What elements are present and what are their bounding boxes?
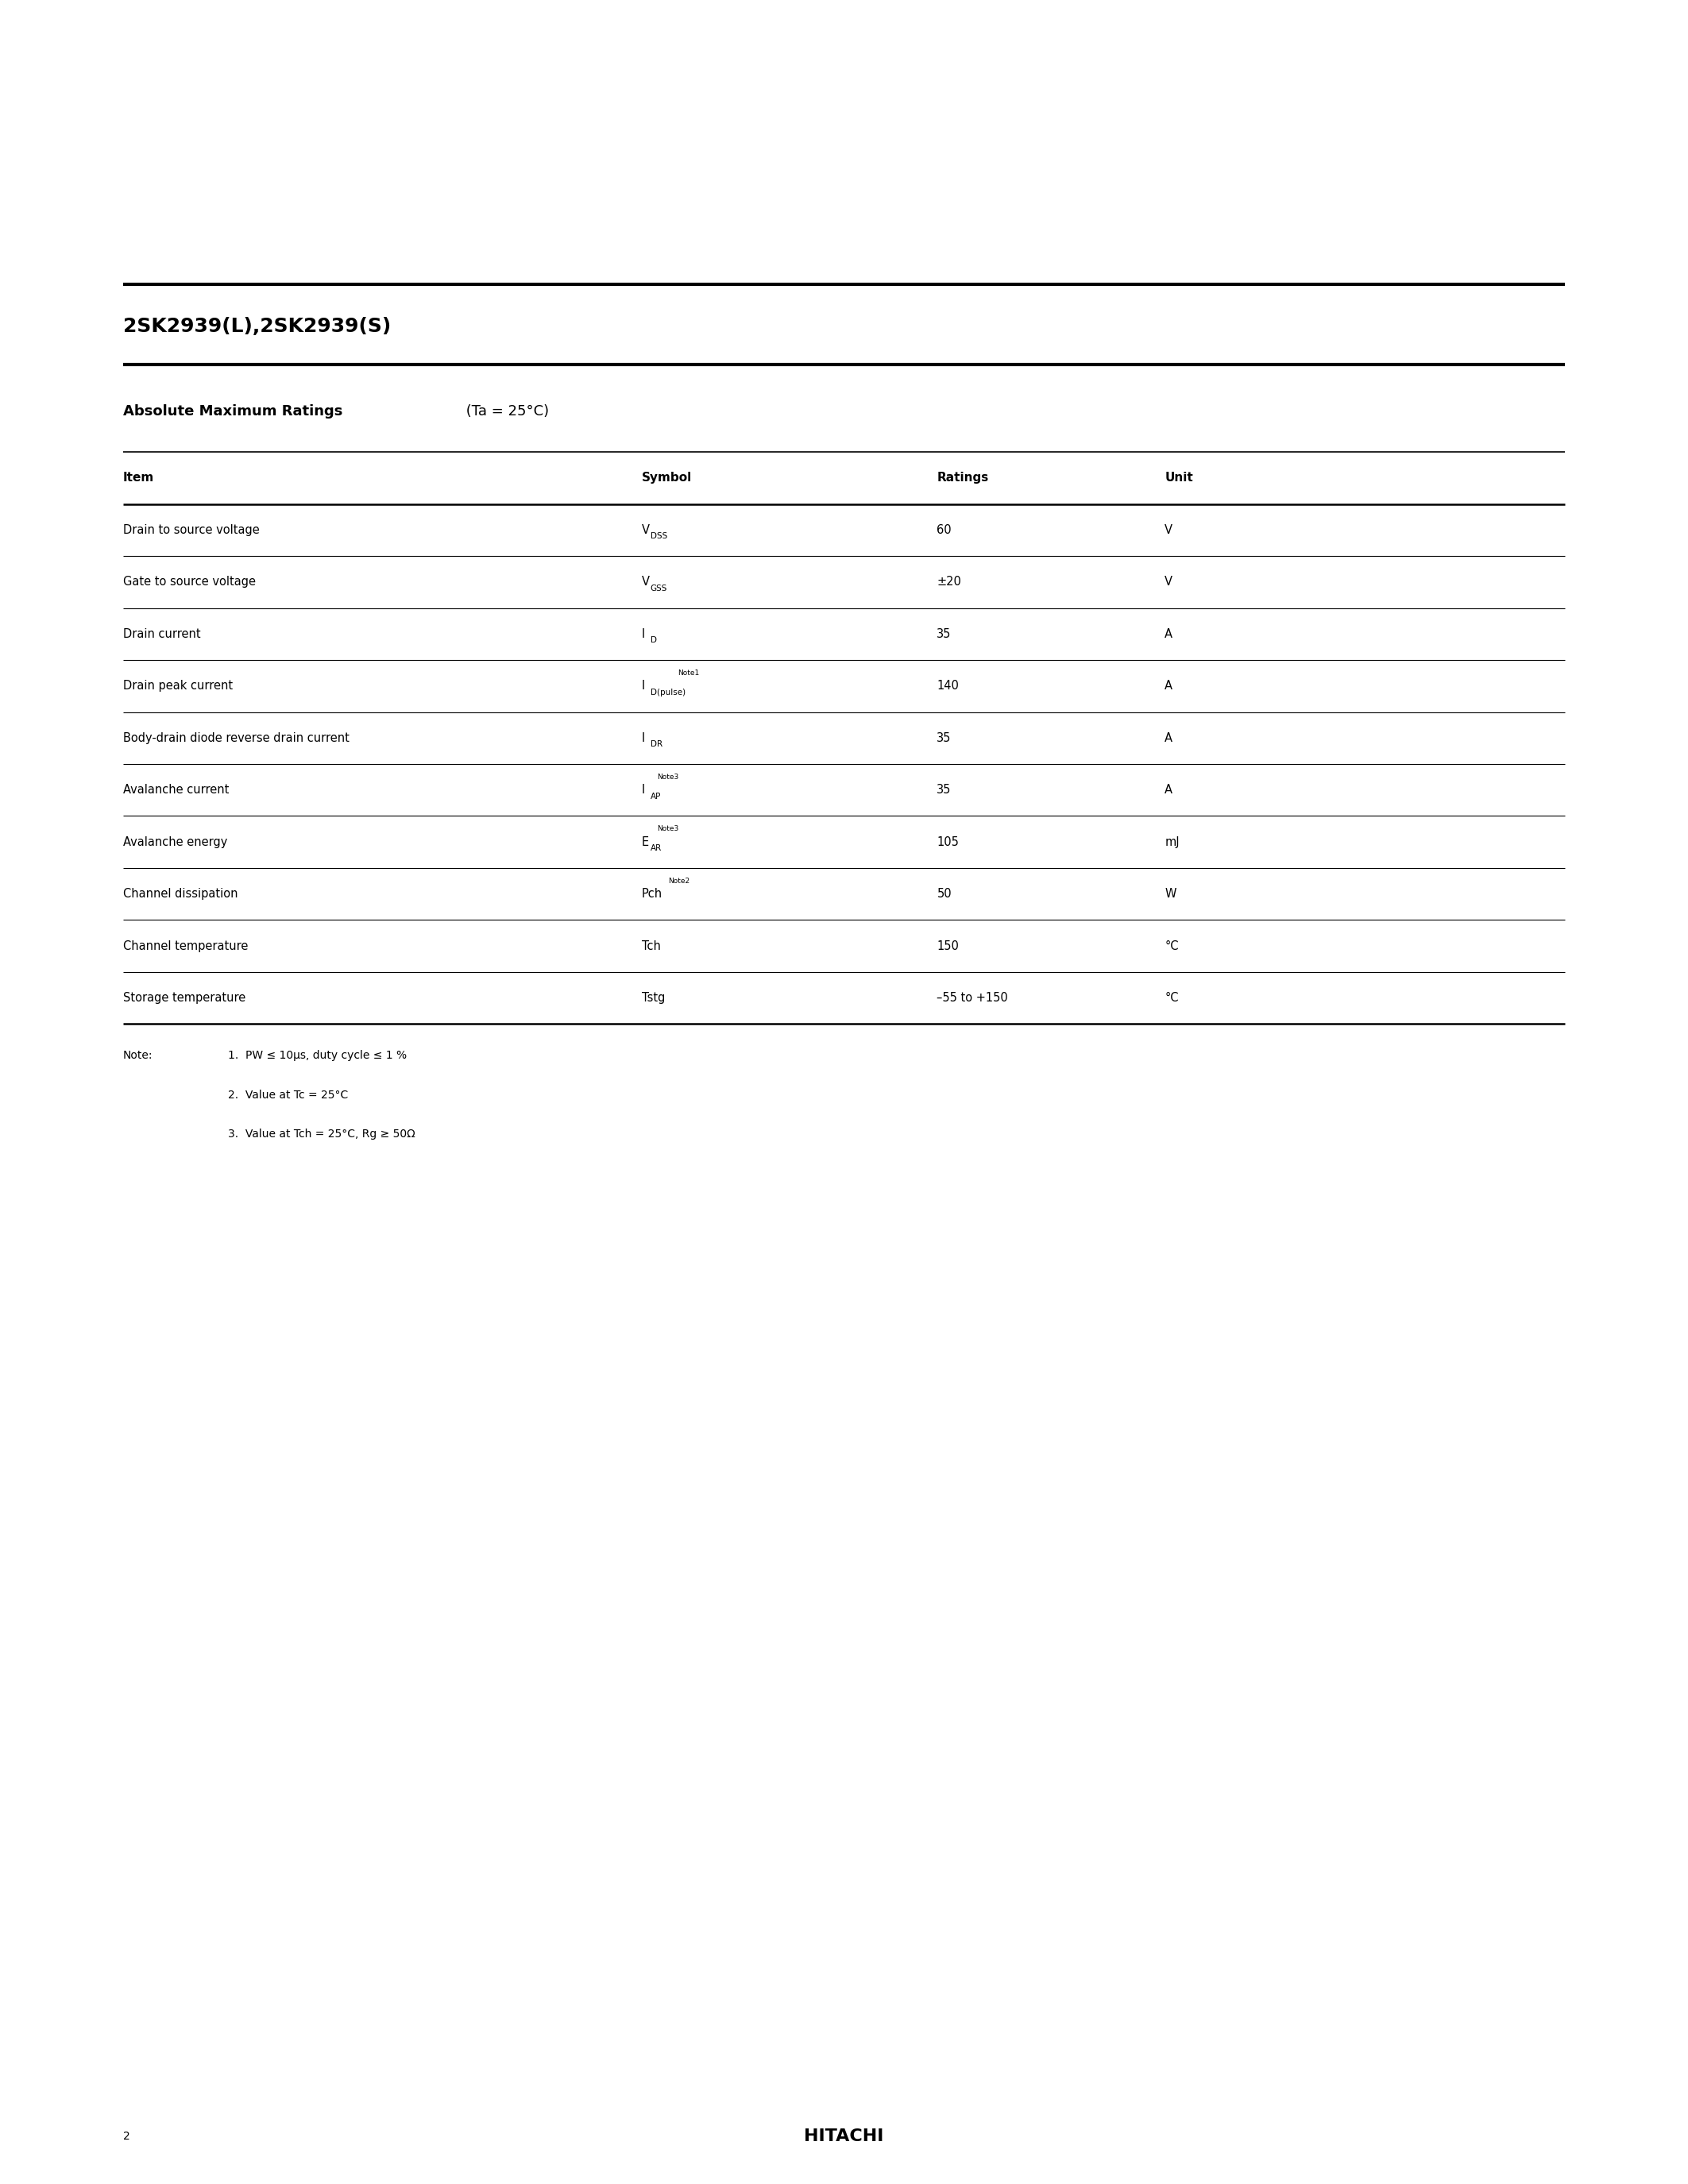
Text: I: I [641, 732, 645, 745]
Text: 35: 35 [937, 629, 952, 640]
Text: Tch: Tch [641, 939, 660, 952]
Text: A: A [1165, 679, 1173, 692]
Text: 35: 35 [937, 784, 952, 795]
Text: V: V [1165, 524, 1173, 535]
Text: AR: AR [650, 845, 662, 852]
Text: Note:: Note: [123, 1051, 154, 1061]
Text: 35: 35 [937, 732, 952, 745]
Text: A: A [1165, 629, 1173, 640]
Text: V: V [641, 524, 650, 535]
Text: Storage temperature: Storage temperature [123, 992, 246, 1005]
Text: Drain peak current: Drain peak current [123, 679, 233, 692]
Text: I: I [641, 784, 645, 795]
Text: Pch: Pch [641, 889, 662, 900]
Text: AP: AP [650, 793, 660, 799]
Text: Tstg: Tstg [641, 992, 665, 1005]
Text: Channel dissipation: Channel dissipation [123, 889, 238, 900]
Text: 2: 2 [123, 2129, 130, 2143]
Text: Body-drain diode reverse drain current: Body-drain diode reverse drain current [123, 732, 349, 745]
Text: D: D [650, 636, 657, 644]
Text: Drain current: Drain current [123, 629, 201, 640]
Text: V: V [1165, 577, 1173, 587]
Text: 60: 60 [937, 524, 952, 535]
Text: 3.  Value at Tch = 25°C, Rg ≥ 50Ω: 3. Value at Tch = 25°C, Rg ≥ 50Ω [228, 1129, 415, 1140]
Text: Note3: Note3 [657, 826, 679, 832]
Text: GSS: GSS [650, 585, 667, 592]
Text: Unit: Unit [1165, 472, 1193, 485]
Text: (Ta = 25°C): (Ta = 25°C) [461, 404, 549, 419]
Text: Note2: Note2 [668, 878, 689, 885]
Text: DR: DR [650, 740, 662, 749]
Text: Avalanche current: Avalanche current [123, 784, 230, 795]
Text: °C: °C [1165, 992, 1178, 1005]
Text: °C: °C [1165, 939, 1178, 952]
Text: V: V [641, 577, 650, 587]
Text: 1.  PW ≤ 10μs, duty cycle ≤ 1 %: 1. PW ≤ 10μs, duty cycle ≤ 1 % [228, 1051, 407, 1061]
Text: E: E [641, 836, 648, 847]
Text: I: I [641, 679, 645, 692]
Text: Absolute Maximum Ratings: Absolute Maximum Ratings [123, 404, 343, 419]
Text: 2SK2939(L),2SK2939(S): 2SK2939(L),2SK2939(S) [123, 317, 392, 336]
Text: Gate to source voltage: Gate to source voltage [123, 577, 257, 587]
Text: A: A [1165, 732, 1173, 745]
Text: 105: 105 [937, 836, 959, 847]
Text: Ratings: Ratings [937, 472, 989, 485]
Text: –55 to +150: –55 to +150 [937, 992, 1008, 1005]
Text: A: A [1165, 784, 1173, 795]
Text: Symbol: Symbol [641, 472, 692, 485]
Text: DSS: DSS [650, 533, 667, 539]
Text: I: I [641, 629, 645, 640]
Text: D(pulse): D(pulse) [650, 688, 685, 697]
Text: Note1: Note1 [679, 670, 699, 677]
Text: ±20: ±20 [937, 577, 962, 587]
Text: 50: 50 [937, 889, 952, 900]
Text: Item: Item [123, 472, 154, 485]
Text: W: W [1165, 889, 1177, 900]
Text: 150: 150 [937, 939, 959, 952]
Text: HITACHI: HITACHI [803, 2127, 885, 2145]
Text: Drain to source voltage: Drain to source voltage [123, 524, 260, 535]
Text: Avalanche energy: Avalanche energy [123, 836, 228, 847]
Text: 2.  Value at Tc = 25°C: 2. Value at Tc = 25°C [228, 1090, 348, 1101]
Text: Note3: Note3 [657, 773, 679, 780]
Text: 140: 140 [937, 679, 959, 692]
Text: mJ: mJ [1165, 836, 1180, 847]
Text: Channel temperature: Channel temperature [123, 939, 248, 952]
